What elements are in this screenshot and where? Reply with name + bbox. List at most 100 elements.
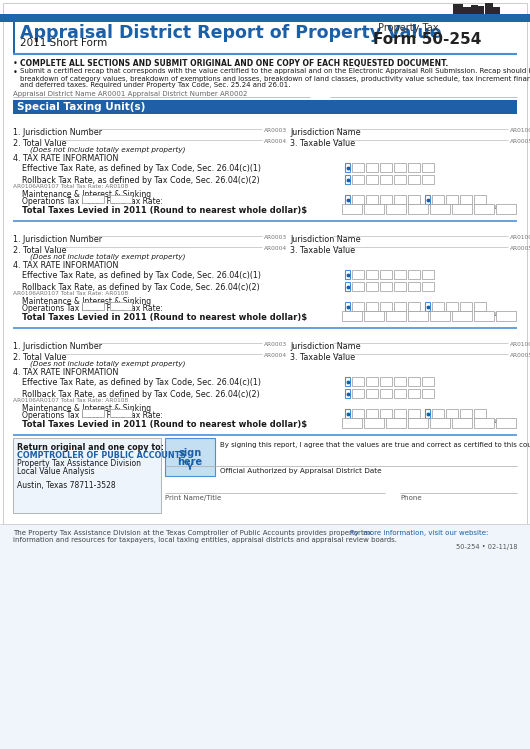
Bar <box>386 311 406 321</box>
Text: AR0005: AR0005 <box>510 139 530 144</box>
Text: 4. TAX RATE INFORMATION: 4. TAX RATE INFORMATION <box>13 368 118 377</box>
Bar <box>380 389 392 398</box>
Bar <box>394 175 406 184</box>
Bar <box>446 302 458 311</box>
Bar <box>364 204 384 214</box>
Text: Rollback Tax Rate, as defined by Tax Code, Sec. 26.04(c)(2): Rollback Tax Rate, as defined by Tax Cod… <box>22 283 260 292</box>
Bar <box>425 302 430 311</box>
Text: AR0005: AR0005 <box>510 246 530 251</box>
Bar <box>496 311 516 321</box>
Bar <box>110 409 132 417</box>
Text: Appraisal District Name AR0001 Appraisal District Number AR0002: Appraisal District Name AR0001 Appraisal… <box>13 91 248 97</box>
Bar <box>380 409 392 418</box>
Bar <box>408 195 420 204</box>
Bar <box>380 282 392 291</box>
Bar <box>394 377 406 386</box>
Bar <box>345 282 350 291</box>
Bar <box>430 204 450 214</box>
Bar <box>352 389 364 398</box>
Bar <box>380 377 392 386</box>
Bar <box>471 5 478 14</box>
Text: sign: sign <box>179 448 201 458</box>
Text: information and resources for taxpayers, local taxing entities, appraisal distri: information and resources for taxpayers,… <box>13 537 397 543</box>
Text: Local Value Analysis: Local Value Analysis <box>17 467 95 476</box>
Bar <box>474 302 486 311</box>
Text: Total Taxes Levied in 2011 (Round to nearest whole dollar)$: Total Taxes Levied in 2011 (Round to nea… <box>22 206 307 215</box>
Bar <box>345 270 350 279</box>
Text: 3. Taxable Value: 3. Taxable Value <box>290 139 355 148</box>
Bar <box>474 311 494 321</box>
Bar <box>496 418 516 428</box>
Bar <box>408 282 420 291</box>
Bar <box>352 163 364 172</box>
Text: 1. Jurisdiction Number: 1. Jurisdiction Number <box>13 235 102 244</box>
Text: Form 50-254: Form 50-254 <box>373 32 481 47</box>
Text: AR0106AR0107 Total Tax Rate: AR0108: AR0106AR0107 Total Tax Rate: AR0108 <box>13 184 128 189</box>
Text: here: here <box>178 457 202 467</box>
Bar <box>452 311 472 321</box>
Bar <box>82 409 104 417</box>
Text: AR0004: AR0004 <box>264 139 287 144</box>
Text: 2. Total Value: 2. Total Value <box>13 139 66 148</box>
Bar <box>13 438 161 513</box>
Bar <box>352 282 364 291</box>
Text: AR0109: AR0109 <box>492 205 515 210</box>
Text: AR0004: AR0004 <box>264 353 287 358</box>
Text: Official Authorized by Appraisal District Date: Official Authorized by Appraisal Distric… <box>220 468 382 474</box>
Bar <box>463 7 471 14</box>
Bar <box>366 377 378 386</box>
Bar <box>352 175 364 184</box>
Text: Austin, Texas 78711-3528: Austin, Texas 78711-3528 <box>17 481 116 490</box>
Bar <box>386 418 406 428</box>
Text: COMPTROLLER OF PUBLIC ACCOUNTS: COMPTROLLER OF PUBLIC ACCOUNTS <box>17 451 186 460</box>
Bar <box>460 195 472 204</box>
Text: breakdown of category values, breakdown of exemptions and losses, breakdown of l: breakdown of category values, breakdown … <box>20 75 530 82</box>
Bar <box>394 163 406 172</box>
Text: Operations Tax Rate:  Fund Tax Rate:: Operations Tax Rate: Fund Tax Rate: <box>22 411 163 420</box>
Bar <box>345 377 350 386</box>
Bar <box>386 204 406 214</box>
Text: AR0109: AR0109 <box>492 312 515 317</box>
Bar <box>485 3 493 14</box>
Bar <box>352 377 364 386</box>
Bar <box>345 389 350 398</box>
Bar <box>394 389 406 398</box>
Bar <box>394 270 406 279</box>
Text: Property Tax: Property Tax <box>378 23 438 33</box>
Text: Maintenance & Interest & Sinking: Maintenance & Interest & Sinking <box>22 404 151 413</box>
Text: For more information, visit our website:: For more information, visit our website: <box>350 530 488 536</box>
Text: 1. Jurisdiction Number: 1. Jurisdiction Number <box>13 128 102 137</box>
Bar <box>364 311 384 321</box>
Bar <box>345 175 350 184</box>
Bar <box>364 418 384 428</box>
Bar <box>380 302 392 311</box>
Bar <box>408 302 420 311</box>
Text: Jurisdiction Name: Jurisdiction Name <box>290 128 360 137</box>
Text: 2011 Short Form: 2011 Short Form <box>20 38 107 48</box>
Bar <box>366 175 378 184</box>
Text: (Does not include totally exempt property): (Does not include totally exempt propert… <box>30 253 186 260</box>
Text: AR0003: AR0003 <box>264 128 287 133</box>
Text: Rollback Tax Rate, as defined by Tax Code, Sec. 26.04(c)(2): Rollback Tax Rate, as defined by Tax Cod… <box>22 176 260 185</box>
Text: Property Tax Assistance Division: Property Tax Assistance Division <box>17 459 141 468</box>
Text: AR0106AR0107 Total Tax Rate: AR0108: AR0106AR0107 Total Tax Rate: AR0108 <box>13 398 128 403</box>
Bar <box>430 311 450 321</box>
Text: AR0100: AR0100 <box>510 342 530 347</box>
Bar <box>422 389 434 398</box>
Bar <box>366 409 378 418</box>
Bar <box>394 282 406 291</box>
Bar <box>425 409 430 418</box>
Text: 1. Jurisdiction Number: 1. Jurisdiction Number <box>13 342 102 351</box>
Bar <box>366 163 378 172</box>
Bar <box>422 175 434 184</box>
Bar <box>110 302 132 310</box>
Bar <box>425 195 430 204</box>
Bar <box>446 195 458 204</box>
Bar <box>432 302 444 311</box>
Bar <box>474 409 486 418</box>
Text: The Property Tax Assistance Division at the Texas Comptroller of Public Accounts: The Property Tax Assistance Division at … <box>13 530 372 536</box>
Bar <box>352 302 364 311</box>
Text: 2. Total Value: 2. Total Value <box>13 353 66 362</box>
Bar <box>422 282 434 291</box>
Bar <box>366 195 378 204</box>
